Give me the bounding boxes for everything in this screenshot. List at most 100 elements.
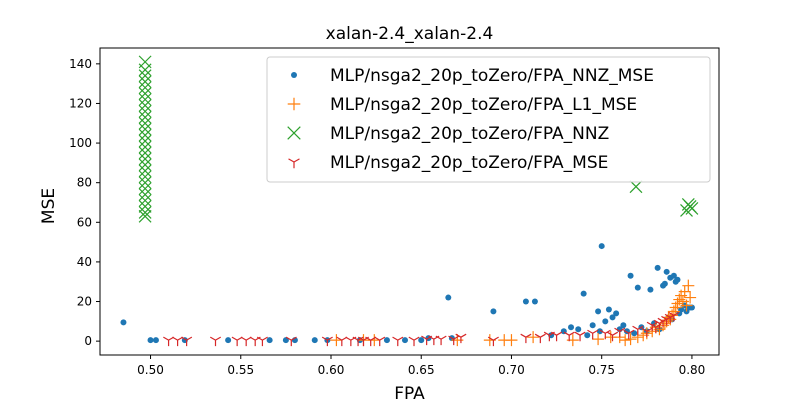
data-point: [138, 158, 152, 172]
data-point: [138, 200, 152, 213]
data-point: [634, 284, 641, 291]
y-axis: 0 20 40 60 80 100 120 140: [69, 57, 100, 348]
data-point: [138, 93, 152, 106]
y-tick-label: 20: [77, 295, 92, 309]
data-point: [138, 63, 152, 77]
data-point: [522, 298, 529, 305]
data-point: [138, 69, 152, 83]
data-point: [647, 286, 654, 293]
data-point: [138, 205, 152, 219]
data-point: [374, 336, 386, 347]
data-point: [138, 128, 152, 142]
data-point: [138, 81, 152, 95]
data-point: [163, 336, 175, 347]
data-point: [249, 336, 261, 347]
data-point: [392, 336, 404, 347]
data-point: [282, 337, 289, 344]
plot-points: [120, 55, 699, 347]
data-point: [357, 336, 369, 347]
data-point: [138, 110, 152, 124]
y-axis-label: MSE: [39, 188, 59, 224]
data-point: [661, 280, 668, 287]
data-point: [680, 299, 693, 312]
data-point: [670, 272, 677, 279]
legend-marker: [288, 158, 300, 169]
x-tick-label: 0.50: [137, 363, 164, 377]
legend-item: MLP/nsga2_20p_toZero/FPA_NNZ: [287, 124, 609, 144]
x-axis-label: FPA: [394, 384, 425, 400]
x-axis: 0.50 0.55 0.60 0.65 0.70 0.75 0.80: [137, 355, 705, 377]
data-point: [575, 326, 582, 333]
x-tick-label: 0.55: [227, 363, 254, 377]
data-point: [138, 170, 152, 184]
data-point: [401, 337, 408, 344]
data-point: [418, 337, 425, 344]
data-point: [568, 324, 575, 331]
legend: MLP/nsga2_20p_toZero/FPA_NNZ_MSE MLP/nsga…: [266, 56, 711, 183]
data-point: [455, 333, 467, 344]
chart-title: xalan-2.4_xalan-2.4: [326, 24, 494, 44]
data-point: [654, 264, 661, 271]
data-point: [181, 336, 193, 347]
data-point: [632, 325, 644, 336]
data-point: [682, 279, 695, 292]
legend-marker: [287, 97, 301, 111]
data-point: [120, 319, 127, 326]
data-point: [629, 180, 643, 194]
legend-box: [266, 56, 711, 183]
data-point: [602, 318, 609, 325]
data-point: [266, 337, 273, 344]
data-point: [172, 336, 184, 347]
x-tick-label: 0.80: [679, 363, 706, 377]
data-point: [138, 99, 152, 112]
data-point: [534, 333, 546, 344]
legend-item: MLP/nsga2_20p_toZero/FPA_NNZ_MSE: [291, 66, 654, 86]
data-point: [505, 334, 518, 347]
data-point: [627, 272, 634, 279]
data-point: [684, 291, 697, 304]
data-point: [609, 314, 616, 321]
y-tick-label: 80: [77, 176, 92, 190]
series-2: [330, 279, 697, 347]
data-point: [138, 146, 152, 160]
y-tick-label: 40: [77, 255, 92, 269]
data-point: [631, 330, 638, 337]
data-point: [345, 336, 357, 347]
data-point: [408, 336, 420, 347]
series-4: [163, 311, 680, 347]
data-point: [685, 202, 699, 215]
data-point: [641, 327, 653, 338]
data-point: [551, 331, 563, 342]
data-point: [285, 336, 297, 347]
data-point: [589, 322, 596, 329]
data-point: [613, 310, 620, 317]
data-point: [138, 152, 152, 166]
data-point: [435, 335, 447, 346]
data-point: [668, 311, 680, 322]
data-point: [445, 294, 452, 301]
data-point: [619, 334, 632, 347]
data-point: [138, 122, 152, 136]
y-tick-label: 0: [84, 334, 92, 348]
legend-label: MLP/nsga2_20p_toZero/FPA_NNZ_MSE: [330, 66, 654, 86]
data-point: [650, 323, 662, 334]
data-point: [620, 322, 627, 329]
x-tick-label: 0.75: [588, 363, 615, 377]
data-point: [674, 276, 681, 283]
data-point: [490, 308, 497, 315]
legend-item: MLP/nsga2_20p_toZero/FPA_MSE: [288, 153, 608, 173]
data-point: [240, 336, 252, 347]
data-point: [256, 336, 268, 347]
data-point: [330, 334, 343, 347]
data-point: [311, 337, 318, 344]
data-point: [336, 336, 348, 347]
data-point: [607, 331, 619, 342]
y-tick-label: 100: [69, 136, 92, 150]
data-point: [563, 331, 575, 342]
x-tick-label: 0.70: [498, 363, 525, 377]
data-point: [598, 243, 605, 250]
data-point: [231, 336, 243, 347]
series-3: [138, 55, 699, 223]
legend-marker: [291, 72, 297, 78]
